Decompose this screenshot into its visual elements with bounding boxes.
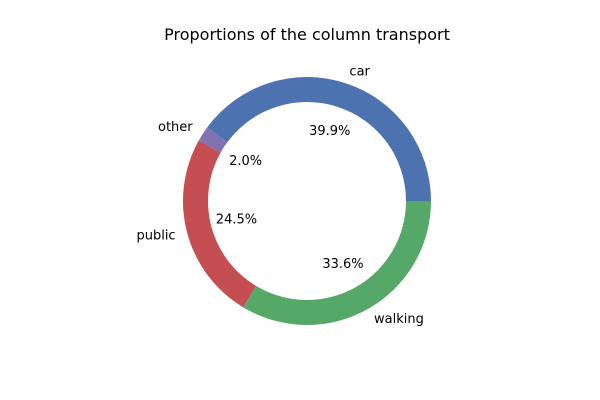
slice-label-walking: walking [374, 312, 424, 327]
percent-label-public: 24.5% [216, 212, 257, 227]
donut-slice-car [207, 77, 431, 201]
donut-slice-other [198, 127, 228, 153]
slice-label-other: other [158, 120, 193, 135]
donut-slice-walking [243, 201, 431, 325]
donut-slice-public [183, 140, 257, 308]
percent-label-walking: 33.6% [322, 257, 363, 272]
percent-label-car: 39.9% [309, 124, 350, 139]
slice-label-public: public [136, 229, 175, 244]
donut-slices [183, 77, 431, 325]
slice-labels: car 39.9% other 2.0% public 24.5% walking 33.6% [136, 64, 423, 327]
slice-label-car: car [349, 64, 370, 79]
chart-title: Proportions of the column transport [164, 25, 450, 44]
percent-label-other: 2.0% [229, 154, 262, 169]
